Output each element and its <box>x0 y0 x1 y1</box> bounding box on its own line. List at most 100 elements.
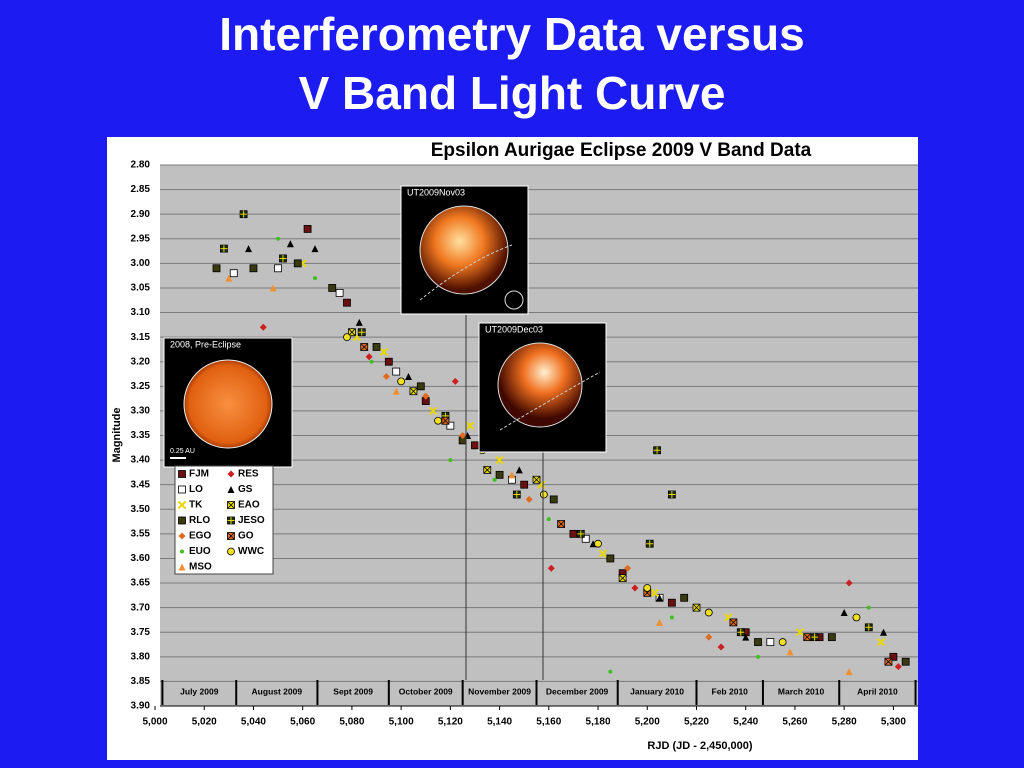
marker <box>227 516 235 525</box>
marker <box>422 392 430 400</box>
inset-image: UT2009Nov03 <box>400 185 529 315</box>
y-tick-label: 2.95 <box>131 233 151 244</box>
marker <box>754 638 762 646</box>
marker <box>606 554 615 563</box>
y-tick-label: 3.45 <box>131 479 151 490</box>
marker <box>483 466 492 474</box>
marker <box>451 377 459 385</box>
marker <box>594 539 602 548</box>
marker <box>372 343 381 351</box>
marker <box>227 532 235 540</box>
marker <box>227 486 235 493</box>
y-tick-label: 3.10 <box>131 307 151 318</box>
month-label: August 2009 <box>252 686 303 696</box>
y-tick-label: 3.55 <box>131 529 151 540</box>
marker <box>328 284 337 292</box>
marker <box>178 516 186 525</box>
marker <box>667 598 676 607</box>
marker-part <box>360 343 368 351</box>
marker <box>384 357 393 366</box>
x-tick-label: 5,260 <box>782 717 807 728</box>
marker <box>360 343 369 351</box>
marker <box>397 377 406 386</box>
marker <box>274 264 282 273</box>
marker <box>692 603 701 612</box>
marker <box>392 367 401 376</box>
marker <box>705 633 713 641</box>
y-axis-label: Magnitude <box>111 408 123 463</box>
marker <box>549 495 558 504</box>
marker <box>269 284 277 292</box>
marker <box>532 475 541 484</box>
marker <box>736 628 745 637</box>
y-tick-label: 3.40 <box>131 455 151 466</box>
marker <box>656 594 664 602</box>
marker <box>866 605 871 610</box>
marker <box>598 549 608 558</box>
marker <box>212 264 221 273</box>
marker-part <box>240 210 248 218</box>
marker <box>227 547 235 556</box>
month-label: April 2010 <box>857 686 898 696</box>
marker-part <box>227 517 235 524</box>
marker <box>569 529 578 538</box>
marker <box>312 276 317 281</box>
y-tick-label: 3.30 <box>131 406 151 417</box>
marker <box>178 485 186 494</box>
marker <box>428 406 438 416</box>
marker-part <box>884 657 893 666</box>
marker <box>508 471 516 479</box>
legend-label: MSO <box>189 562 212 573</box>
marker <box>365 353 373 361</box>
month-label: July 2009 <box>180 686 219 696</box>
marker-part <box>803 633 812 641</box>
marker <box>286 240 294 248</box>
marker <box>766 638 775 646</box>
month-label: Feb 2010 <box>712 686 749 696</box>
legend-label: EGO <box>189 531 211 542</box>
x-axis-label: RJD (JD - 2,450,000) <box>647 740 752 752</box>
marker <box>446 421 455 430</box>
marker <box>441 416 450 425</box>
inset-label: 0.25 AU <box>170 448 195 455</box>
marker <box>667 490 676 499</box>
marker <box>382 372 390 380</box>
marker <box>669 615 674 620</box>
marker <box>795 628 805 637</box>
marker <box>608 669 613 674</box>
x-tick-label: 5,060 <box>290 717 315 728</box>
marker <box>557 520 566 528</box>
chart-title: Epsilon Aurigae Eclipse 2009 V Band Data <box>431 140 812 161</box>
marker <box>227 501 235 509</box>
slide-title: V Band Light Curve <box>299 67 726 119</box>
marker-part <box>227 501 235 509</box>
month-label: January 2010 <box>630 686 684 696</box>
legend-label: RES <box>238 469 259 480</box>
marker <box>225 274 233 282</box>
marker <box>576 529 585 538</box>
y-tick-label: 3.25 <box>131 381 151 392</box>
x-tick-label: 5,180 <box>586 717 611 728</box>
marker-part <box>409 387 418 396</box>
marker <box>249 264 258 273</box>
y-tick-label: 3.00 <box>131 258 151 269</box>
marker <box>180 549 184 554</box>
marker-part <box>483 466 492 474</box>
month-label: October 2009 <box>399 686 453 696</box>
month-label: Sept 2009 <box>333 686 373 696</box>
y-tick-label: 3.80 <box>131 651 151 662</box>
marker <box>448 458 453 463</box>
y-tick-label: 2.85 <box>131 184 151 195</box>
y-tick-label: 2.90 <box>131 209 151 220</box>
x-tick-label: 5,220 <box>684 717 709 728</box>
legend-label: LO <box>189 484 203 495</box>
marker-part <box>865 623 873 631</box>
x-tick-label: 5,080 <box>339 717 364 728</box>
marker-part <box>646 540 654 548</box>
marker <box>864 623 873 632</box>
marker <box>220 244 228 253</box>
x-tick-label: 5,120 <box>438 717 463 728</box>
x-tick-label: 5,160 <box>536 717 561 728</box>
legend-label: EUO <box>189 546 211 557</box>
